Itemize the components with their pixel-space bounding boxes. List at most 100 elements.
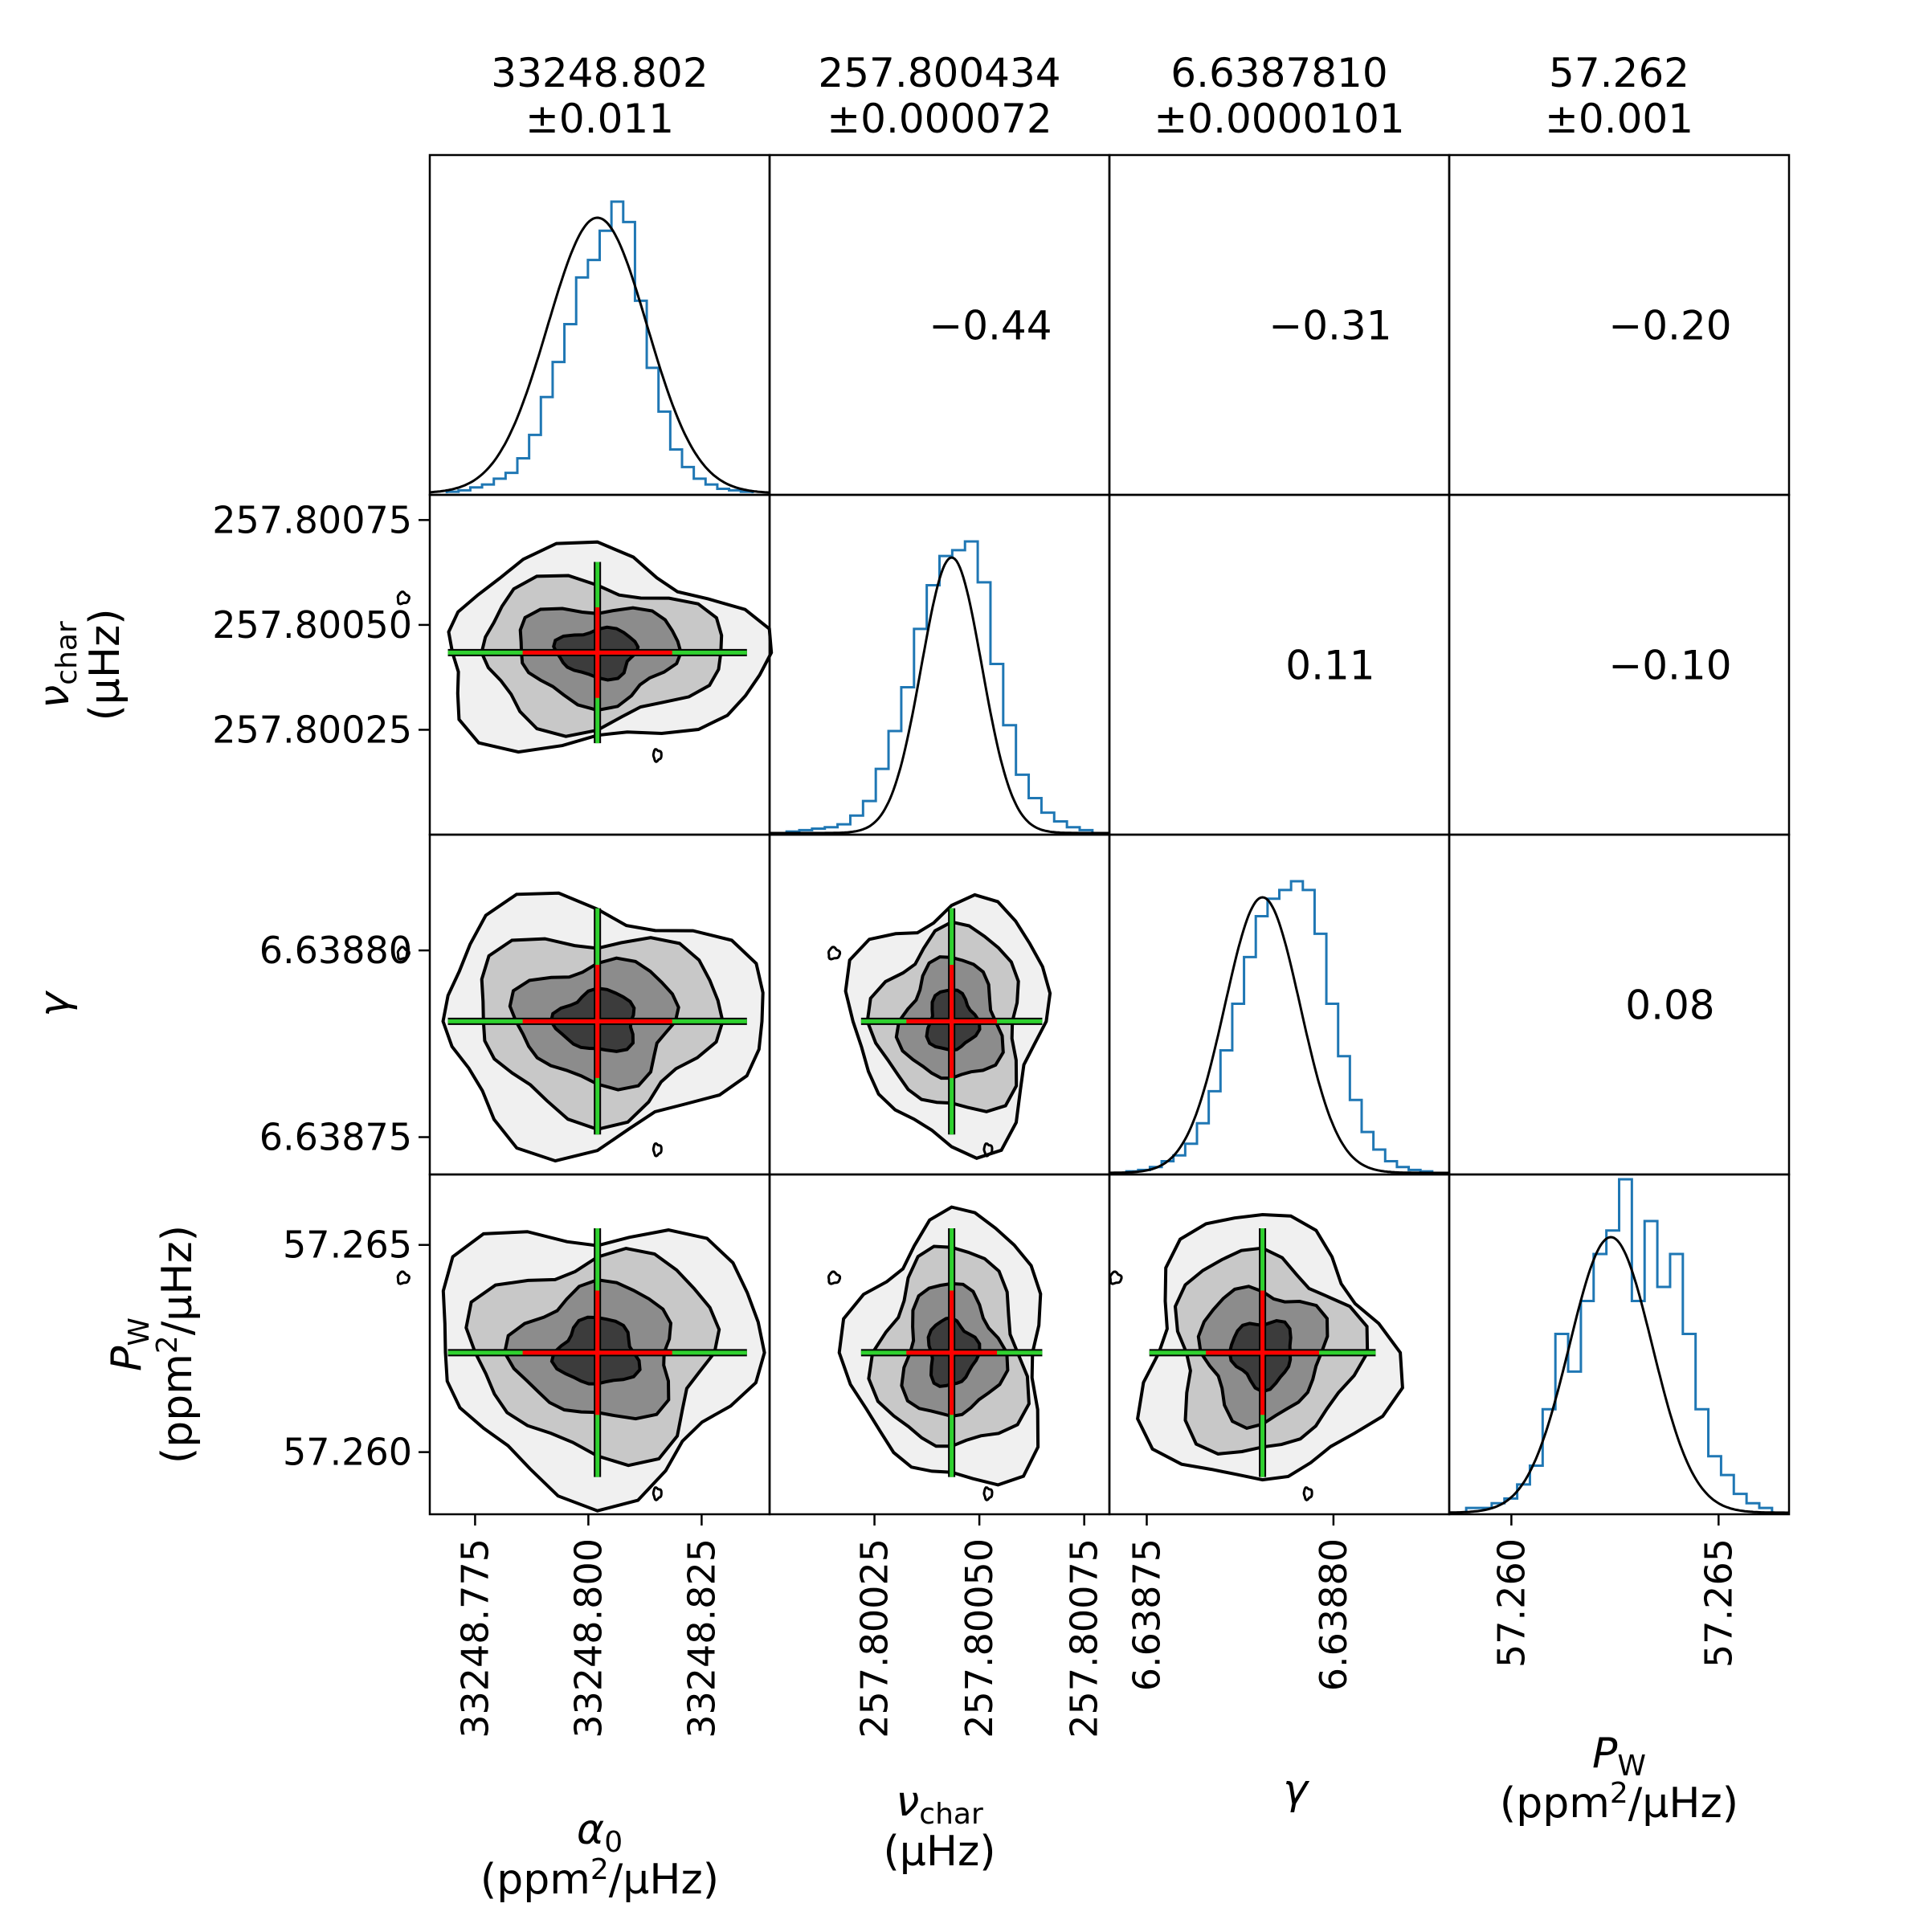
label-subscript: W bbox=[1617, 1750, 1646, 1783]
outlier-contour bbox=[652, 1486, 663, 1501]
y-tick-label: 6.63880 bbox=[259, 929, 412, 972]
gaussian-fit bbox=[1109, 896, 1449, 1174]
x-axis-label-alpha0: α0 bbox=[577, 1806, 623, 1859]
x-axis-unit-alpha0: (ppm2/μHz) bbox=[480, 1853, 719, 1904]
y-tick-label: 257.80050 bbox=[212, 603, 412, 647]
correlation-value: −0.44 bbox=[929, 303, 1052, 349]
outlier-contour bbox=[982, 1486, 994, 1501]
y-axis-unit-nuchar: (μHz) bbox=[81, 608, 129, 721]
column-title-error: ±0.000072 bbox=[827, 96, 1052, 142]
outlier-contour bbox=[1302, 1486, 1313, 1501]
gaussian-fit bbox=[770, 556, 1109, 835]
x-tick-label: 57.265 bbox=[1697, 1538, 1740, 1668]
label-subscript: char bbox=[919, 1798, 983, 1831]
hist-panel-alpha0 bbox=[429, 200, 770, 494]
x-tick-label: 6.63880 bbox=[1312, 1538, 1355, 1691]
unit-post: /μHz) bbox=[1628, 1779, 1738, 1828]
unit-pre: (μHz) bbox=[883, 1828, 995, 1876]
y-axis-label-pw: PW bbox=[103, 1317, 156, 1371]
y-axis-label-nuchar: νchar bbox=[31, 621, 84, 709]
x-axis-label-pw: PW bbox=[1592, 1730, 1646, 1783]
x-tick-label: 57.260 bbox=[1489, 1538, 1533, 1668]
hist-steps bbox=[1464, 1178, 1774, 1513]
x-axis-unit-nuchar: (μHz) bbox=[883, 1828, 995, 1876]
outlier-contour bbox=[652, 1142, 663, 1158]
panel-frame bbox=[768, 493, 1111, 836]
label-symbol: γ bbox=[31, 990, 79, 1017]
y-tick-label: 57.265 bbox=[283, 1223, 412, 1267]
unit-pre: (ppm bbox=[1500, 1779, 1610, 1828]
unit-sup: 2 bbox=[590, 1853, 609, 1886]
label-symbol: P bbox=[1592, 1730, 1618, 1778]
panel-frame bbox=[1108, 833, 1451, 1176]
y-tick-label: 257.80075 bbox=[212, 498, 412, 541]
label-symbol: P bbox=[103, 1346, 151, 1371]
outlier-contour bbox=[396, 590, 411, 606]
contour-panel-alpha0-gamma bbox=[396, 891, 765, 1163]
gaussian-fit bbox=[429, 216, 770, 494]
correlation-value: 0.08 bbox=[1625, 982, 1714, 1029]
outlier-contour bbox=[652, 748, 663, 764]
correlation-value: −0.10 bbox=[1608, 643, 1731, 689]
correlation-value: 0.11 bbox=[1285, 643, 1375, 689]
y-tick-label: 57.260 bbox=[283, 1431, 412, 1474]
x-tick-label: 257.80025 bbox=[853, 1538, 897, 1738]
unit-post: /μHz) bbox=[153, 1225, 202, 1335]
label-symbol: ν bbox=[896, 1778, 919, 1826]
panel-frame bbox=[1108, 493, 1451, 836]
x-tick-label: 257.80050 bbox=[958, 1538, 1001, 1738]
x-tick-label: 33248.800 bbox=[566, 1538, 610, 1738]
outlier-contour bbox=[982, 1142, 994, 1158]
y-axis-unit-pw: (ppm2/μHz) bbox=[151, 1225, 202, 1464]
x-axis-label-nuchar: νchar bbox=[896, 1778, 983, 1831]
unit-pre: (ppm bbox=[480, 1856, 590, 1904]
outlier-contour bbox=[827, 1270, 842, 1285]
contour-panel-gamma-pw bbox=[1109, 1212, 1404, 1501]
unit-pre: (μHz) bbox=[81, 608, 129, 721]
outlier-contour bbox=[396, 1270, 411, 1285]
unit-pre: (ppm bbox=[153, 1354, 202, 1464]
hist-panel-gamma bbox=[1109, 880, 1449, 1174]
panel-frame bbox=[1448, 1173, 1791, 1516]
contour-panel-nuchar-pw bbox=[827, 1205, 1043, 1501]
contour-panel-nuchar-gamma bbox=[827, 892, 1052, 1160]
hist-steps bbox=[785, 540, 1094, 833]
column-title-error: ±0.001 bbox=[1545, 96, 1693, 142]
unit-sup: 2 bbox=[1610, 1777, 1628, 1810]
column-title-value: 57.262 bbox=[1549, 50, 1689, 96]
y-tick-label: 257.80025 bbox=[212, 708, 412, 751]
outlier-contour bbox=[396, 946, 411, 961]
outlier-contour bbox=[827, 946, 842, 961]
contour-panel-alpha0-pw bbox=[396, 1228, 766, 1513]
hist-panel-pw bbox=[1449, 1178, 1789, 1514]
unit-post: /μHz) bbox=[609, 1856, 719, 1904]
hist-steps bbox=[445, 200, 754, 493]
correlation-value: −0.20 bbox=[1608, 303, 1731, 349]
label-symbol: α bbox=[577, 1806, 604, 1854]
column-title-value: 33248.802 bbox=[491, 50, 708, 96]
x-tick-label: 257.80075 bbox=[1063, 1538, 1106, 1738]
gaussian-fit bbox=[1449, 1236, 1789, 1514]
outlier-contour bbox=[1109, 1270, 1123, 1285]
column-title-value: 257.800434 bbox=[818, 50, 1060, 96]
label-subscript: W bbox=[123, 1317, 156, 1346]
correlation-value: −0.31 bbox=[1268, 303, 1391, 349]
y-tick-label: 6.63875 bbox=[259, 1116, 412, 1159]
label-subscript: 0 bbox=[604, 1826, 623, 1859]
label-symbol: ν bbox=[31, 685, 79, 709]
x-tick-label: 33248.825 bbox=[680, 1538, 723, 1738]
x-axis-label-gamma: γ bbox=[1283, 1766, 1310, 1814]
panel-frame bbox=[1448, 833, 1791, 1176]
column-title-value: 6.6387810 bbox=[1170, 50, 1387, 96]
label-subscript: char bbox=[51, 621, 84, 685]
unit-sup: 2 bbox=[151, 1335, 184, 1354]
y-axis-label-gamma: γ bbox=[31, 990, 79, 1017]
panel-frame bbox=[428, 153, 771, 496]
column-title-error: ±0.0000101 bbox=[1154, 96, 1404, 142]
x-tick-label: 33248.775 bbox=[453, 1538, 496, 1738]
x-tick-label: 6.63875 bbox=[1125, 1538, 1168, 1691]
column-title-error: ±0.011 bbox=[525, 96, 674, 142]
contour-panel-alpha0-nuchar bbox=[396, 540, 774, 764]
